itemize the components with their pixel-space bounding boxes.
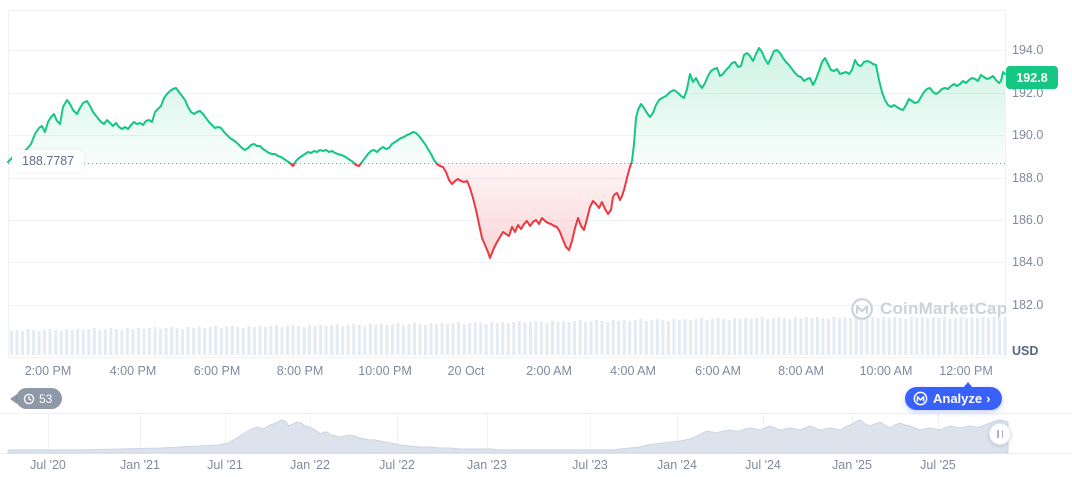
chevron-right-icon: › — [986, 391, 991, 406]
navigator-tick-label: Jan '21 — [120, 458, 160, 472]
volume-bars — [10, 317, 1007, 355]
x-axis-tick-label: 20 Oct — [447, 364, 485, 378]
navigator-axis: Jul '20 Jan '21 Jul '21 Jan '22 Jul '22 Jan '… — [0, 457, 1072, 475]
x-axis-tick-label: 6:00 AM — [695, 364, 741, 378]
x-axis: 2:00 PM 4:00 PM 6:00 PM 8:00 PM 10:00 PM 20 O… — [0, 363, 1072, 381]
y-axis-tick-label: 190.0 — [1012, 128, 1044, 142]
x-axis-tick-label: 8:00 AM — [778, 364, 824, 378]
currency-label: USD — [1012, 344, 1039, 358]
analyze-button-label: Analyze — [933, 391, 983, 406]
y-axis-tick-label: 182.0 — [1012, 298, 1044, 312]
navigator-tick-label: Jul '20 — [30, 458, 66, 472]
navigator-tick-label: Jan '22 — [290, 458, 330, 472]
x-axis-tick-label: 4:00 PM — [109, 364, 157, 378]
y-axis-tick-label: 192.0 — [1012, 86, 1044, 100]
price-area-below-baseline — [8, 163, 1005, 258]
navigator-tick-label: Jul '24 — [745, 458, 781, 472]
price-area-above-baseline — [8, 48, 1005, 163]
x-axis-tick-label: 2:00 PM — [24, 364, 72, 378]
x-axis-tick-label: 10:00 AM — [859, 364, 913, 378]
history-badge[interactable]: 53 — [9, 388, 63, 409]
x-axis-tick-label: 10:00 PM — [358, 364, 412, 378]
x-axis-tick-label: 4:00 AM — [610, 364, 656, 378]
y-axis-tick-label: 188.0 — [1012, 171, 1044, 185]
navigator-tick-label: Jul '22 — [379, 458, 415, 472]
history-clock-icon — [23, 393, 35, 404]
navigator-tick-label: Jan '24 — [657, 458, 697, 472]
price-line-up — [7, 47, 1006, 163]
history-badge-count: 53 — [39, 391, 53, 406]
navigator-tick-label: Jan '23 — [467, 458, 507, 472]
y-axis-tick-label: 184.0 — [1012, 255, 1044, 269]
navigator-area[interactable] — [7, 419, 1009, 454]
x-axis-tick-label: 12:00 PM — [939, 364, 993, 378]
watermark-text: CoinMarketCap — [880, 299, 1008, 318]
x-axis-tick-label: 6:00 PM — [193, 364, 241, 378]
coinmarketcap-logo-icon — [851, 298, 873, 320]
current-price-badge: 192.8 — [1006, 66, 1058, 89]
navigator-tick-label: Jul '21 — [207, 458, 243, 472]
navigator-tick-label: Jul '25 — [920, 458, 956, 472]
analyze-logo-icon — [913, 391, 928, 406]
y-axis-tick-label: 194.0 — [1012, 43, 1044, 57]
analyze-button[interactable]: Analyze › — [905, 382, 1003, 410]
baseline-price-label: 188.7787 — [12, 150, 85, 172]
navigator-handle[interactable] — [989, 423, 1011, 445]
navigator-tick-label: Jan '25 — [832, 458, 872, 472]
price-line-down — [8, 163, 633, 259]
y-axis-tick-label: 186.0 — [1012, 213, 1044, 227]
y-axis: 194.0 192.0 190.0 188.0 186.0 184.0 182.0 — [1012, 0, 1072, 420]
coinmarketcap-watermark: CoinMarketCap — [850, 297, 1007, 321]
x-axis-tick-label: 8:00 PM — [276, 364, 324, 378]
navigator-tick-label: Jul '23 — [572, 458, 608, 472]
x-axis-tick-label: 2:00 AM — [526, 364, 572, 378]
